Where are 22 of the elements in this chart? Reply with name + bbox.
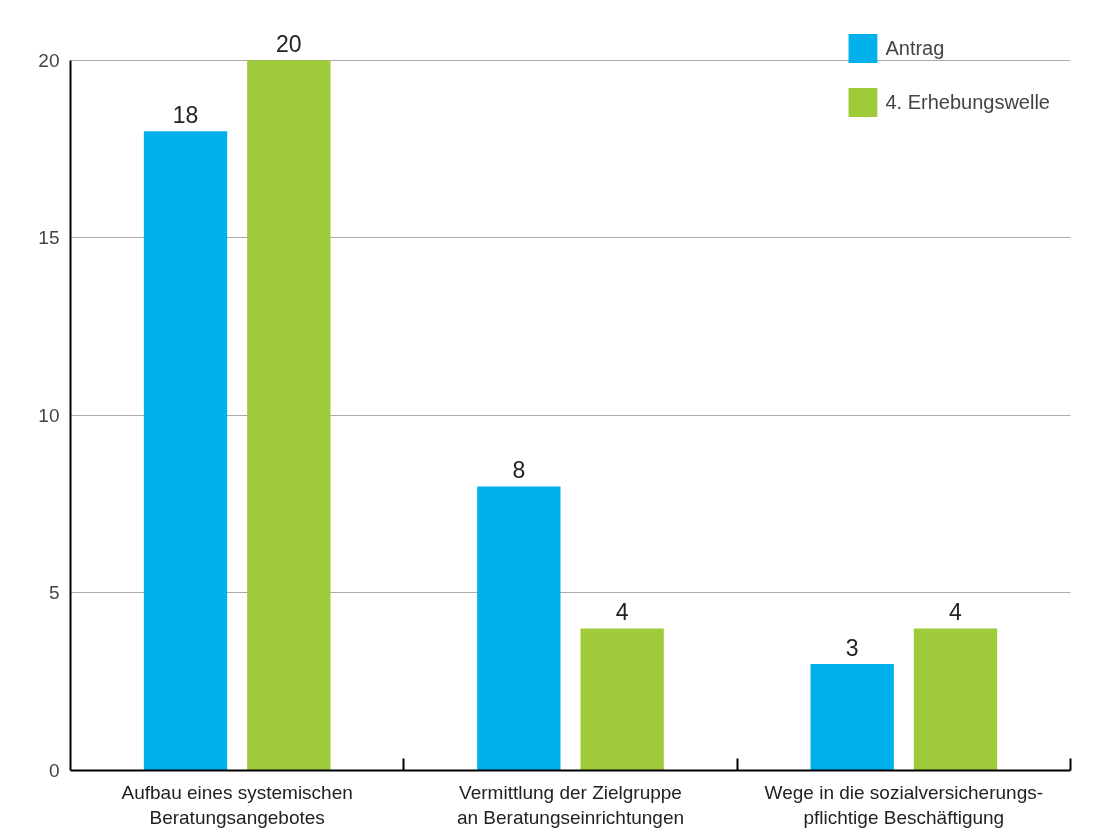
bar <box>477 486 561 771</box>
data-label: 4 <box>949 599 963 626</box>
bar <box>143 131 228 771</box>
x-tick-label: Aufbau eines systemischen Beratungsangebotes <box>121 781 353 828</box>
bar <box>580 628 664 771</box>
data-label: 8 <box>512 457 526 484</box>
x-tick-label: Vermittlung der Zielgruppe an Beratungseinrichtungen <box>456 781 685 828</box>
data-label: 3 <box>845 634 859 661</box>
legend-label: Antrag <box>885 36 945 60</box>
y-tick-label: 0 <box>48 760 60 781</box>
legend-label: 4. Erhebungswelle <box>885 90 1050 114</box>
bar <box>913 628 998 771</box>
data-label: 20 <box>276 31 302 58</box>
data-label: 4 <box>615 599 629 626</box>
bar <box>810 663 894 771</box>
y-tick-label: 15 <box>38 227 60 249</box>
y-tick-label: 5 <box>48 582 60 604</box>
y-tick-label: 20 <box>38 49 60 71</box>
y-tick-label: 10 <box>38 404 60 426</box>
data-label: 18 <box>172 102 199 129</box>
x-tick-label: Wege in die sozialversicherungs- pflichtige Beschäftigung <box>764 781 1044 828</box>
bar <box>247 60 331 771</box>
